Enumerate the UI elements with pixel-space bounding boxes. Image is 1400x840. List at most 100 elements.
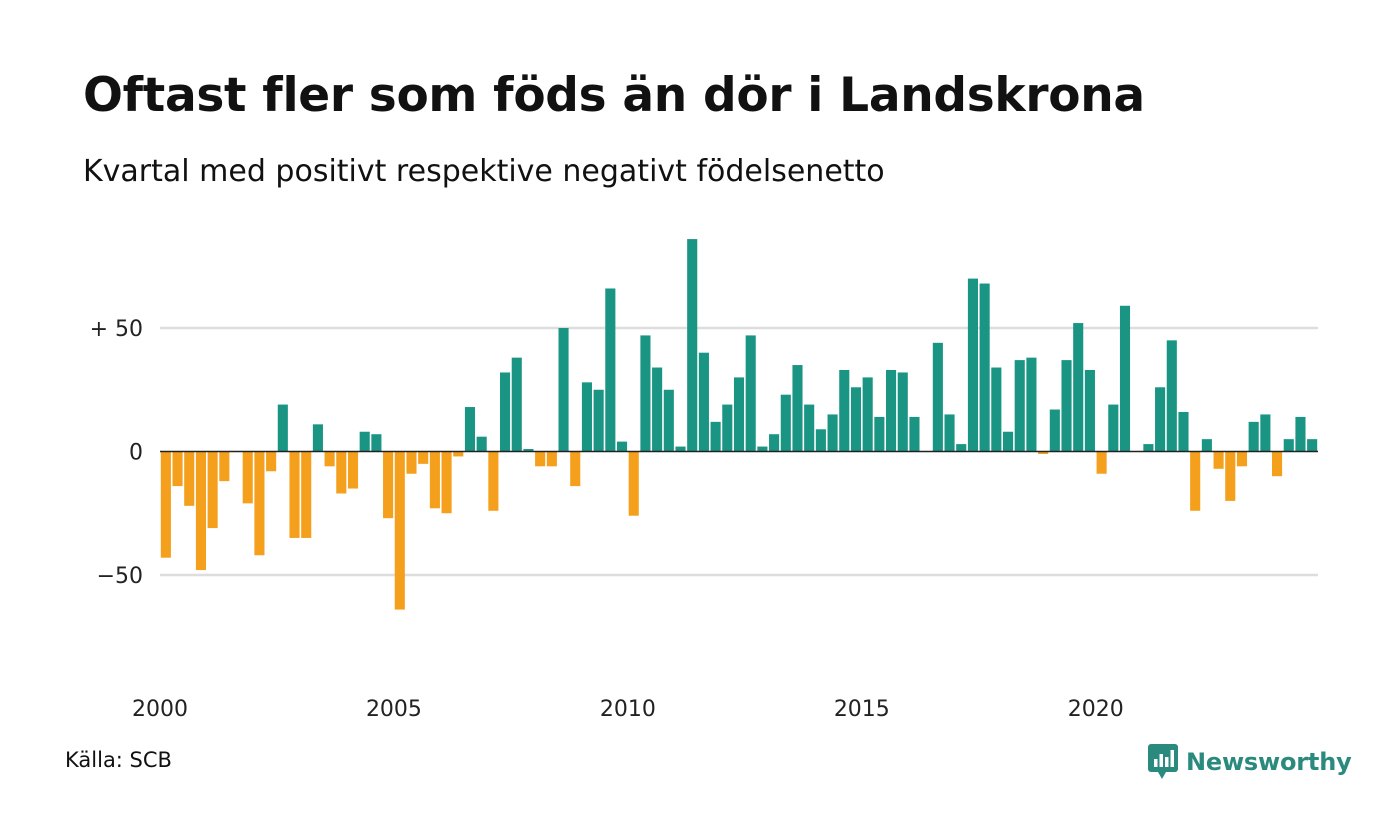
bar [254, 451, 265, 556]
bar [523, 449, 534, 452]
bar [616, 441, 628, 452]
bar [570, 451, 581, 487]
bar [663, 389, 674, 452]
bar [1236, 451, 1248, 467]
bar [698, 352, 709, 452]
bar [956, 444, 967, 452]
bar [535, 451, 546, 467]
bar [745, 335, 756, 452]
bar [1084, 369, 1095, 452]
bar [593, 389, 604, 452]
bar [347, 451, 359, 489]
bar [967, 278, 978, 452]
bar [359, 431, 370, 452]
bar-chart: + 50 0 −50 2000 2005 2010 2015 2020 [90, 239, 1318, 722]
bar [464, 407, 476, 452]
bar [429, 451, 440, 509]
bar [1002, 431, 1014, 452]
x-tick-label: 2015 [834, 697, 890, 722]
y-tick-label: + 50 [90, 317, 143, 342]
bar [453, 451, 464, 457]
bar [500, 372, 511, 452]
chart-subtitle: Kvartal med positivt respektive negativt… [83, 154, 885, 189]
bar [897, 372, 908, 452]
bar [874, 416, 885, 452]
bar [277, 404, 288, 452]
bar [1119, 305, 1131, 452]
bar [383, 451, 394, 519]
bar [1073, 323, 1084, 452]
bar [640, 335, 651, 452]
bar [1061, 360, 1072, 452]
bar [324, 451, 335, 467]
bar [1143, 444, 1154, 452]
newsworthy-chat-bars-icon [1148, 744, 1178, 779]
y-tick-label: 0 [129, 441, 143, 466]
bar [1155, 387, 1166, 452]
bar [932, 342, 943, 452]
brand-logo: Newsworthy [1148, 744, 1352, 780]
bar [336, 451, 347, 494]
bar [850, 387, 862, 452]
bar [780, 394, 791, 452]
bar [1096, 451, 1107, 474]
bar [804, 404, 815, 452]
bar [1248, 421, 1259, 452]
bar [312, 424, 323, 452]
bar [886, 369, 897, 452]
bar [289, 451, 300, 538]
bar [207, 451, 218, 529]
bar [839, 369, 850, 452]
bar [394, 451, 405, 610]
bar [1178, 411, 1189, 452]
bar [266, 451, 277, 472]
chart-title: Oftast fler som föds än dör i Landskrona [83, 68, 1145, 123]
bar [733, 377, 745, 452]
bar [1295, 416, 1306, 452]
brand-name: Newsworthy [1186, 748, 1352, 776]
bar [242, 451, 253, 504]
bar [441, 451, 452, 514]
bar [1225, 451, 1236, 501]
bar [1166, 340, 1177, 452]
bar [722, 404, 733, 452]
bar [1260, 414, 1271, 452]
bar [1283, 439, 1294, 452]
bar [406, 451, 417, 474]
bar [1213, 451, 1224, 469]
bar [687, 239, 698, 452]
bar [769, 434, 780, 452]
bar [862, 377, 873, 452]
bar [1190, 451, 1201, 511]
bar [652, 367, 663, 452]
x-tick-labels: 2000 2005 2010 2015 2020 [132, 697, 1124, 722]
x-tick-label: 2005 [366, 697, 422, 722]
bar [1272, 451, 1283, 477]
bar [979, 283, 990, 452]
bar [172, 451, 183, 487]
y-tick-label: −50 [97, 564, 143, 589]
bar [1026, 357, 1037, 452]
bar [792, 365, 803, 452]
bar [1201, 439, 1212, 452]
bar [628, 451, 639, 516]
bar [815, 429, 826, 452]
bar [1049, 409, 1060, 452]
bars [160, 239, 1318, 610]
bar [219, 451, 230, 482]
bar [991, 367, 1002, 452]
bar [944, 414, 955, 452]
bar [488, 451, 499, 511]
bar [909, 416, 920, 452]
bar [827, 414, 838, 452]
x-tick-label: 2010 [600, 697, 656, 722]
source-note: Källa: SCB [65, 748, 172, 772]
bar [675, 446, 686, 452]
bar [1307, 439, 1318, 452]
bar [710, 421, 721, 452]
bar [195, 451, 206, 571]
bar [476, 436, 487, 452]
bar [1038, 451, 1049, 454]
y-tick-labels: + 50 0 −50 [90, 317, 143, 589]
bar [605, 288, 616, 452]
